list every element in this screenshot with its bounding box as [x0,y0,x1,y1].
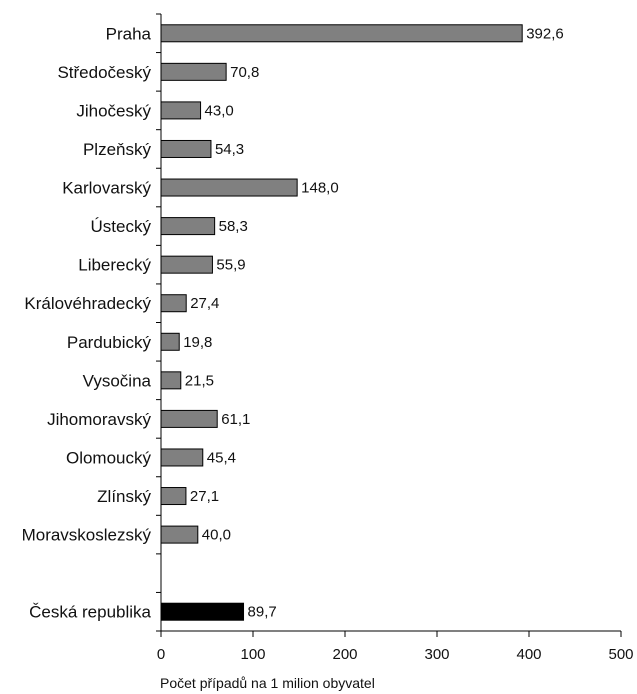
value-label-15: 89,7 [248,604,277,621]
category-label-5: Ústecký [91,217,152,236]
bar-11 [160,448,204,467]
category-label-7: Královéhradecký [24,294,151,313]
category-label-13: Moravskoslezský [22,526,152,545]
category-label-9: Vysočina [83,371,152,390]
category-labels-group: Praha Středočeský Jihočeský Plzeňský Karlova… [22,24,152,621]
value-label-10: 61,1 [221,411,250,428]
category-label-15: Česká republika [29,603,151,622]
value-label-6: 55,9 [216,257,245,274]
category-label-6: Liberecký [78,256,151,275]
value-label-8: 19,8 [183,334,212,351]
bar-2 [160,101,202,120]
value-label-7: 27,4 [190,295,219,312]
category-label-2: Jihočeský [76,101,151,120]
category-label-0: Praha [106,24,152,43]
category-label-4: Karlovarský [62,179,151,198]
category-label-11: Olomoucký [66,448,152,467]
category-label-12: Zlínský [97,487,151,506]
category-label-8: Pardubický [67,333,152,352]
x-axis-label: Počet případů na 1 milion obyvatel [160,675,375,691]
bar-8 [160,332,180,351]
bar-6 [160,255,213,274]
bar-12 [160,487,187,506]
bar-15 [160,602,245,621]
value-label-3: 54,3 [215,141,244,158]
value-label-0: 392,6 [526,25,564,42]
value-label-13: 40,0 [202,527,231,544]
bar-7 [160,294,187,313]
x-tick-label-2: 200 [332,646,357,663]
category-label-10: Jihomoravský [47,410,151,429]
value-label-5: 58,3 [219,218,248,235]
bar-1 [160,62,227,81]
value-label-2: 43,0 [205,102,234,119]
x-tick-label-5: 500 [608,646,633,663]
bar-9 [160,371,182,390]
bar-0 [160,24,523,43]
category-label-3: Plzeňský [83,140,152,159]
value-label-1: 70,8 [230,64,259,81]
x-tick-label-4: 400 [516,646,541,663]
bar-4 [160,178,298,197]
category-label-1: Středočeský [57,63,151,82]
bar-5 [160,217,216,236]
x-tick-label-0: 0 [157,646,165,663]
value-label-9: 21,5 [185,372,214,389]
axes-group: 0 100 200 300 400 500 [156,13,634,663]
x-tick-label-3: 300 [424,646,449,663]
value-label-11: 45,4 [207,449,236,466]
bar-13 [160,525,199,544]
value-labels-group: 392,6 70,8 43,0 54,3 148,0 58,3 55,9 27,4 19,8 21… [183,25,564,620]
bar-3 [160,139,212,158]
bar-10 [160,409,218,428]
value-label-12: 27,1 [190,488,219,505]
x-tick-label-1: 100 [240,646,265,663]
value-label-4: 148,0 [301,180,339,197]
